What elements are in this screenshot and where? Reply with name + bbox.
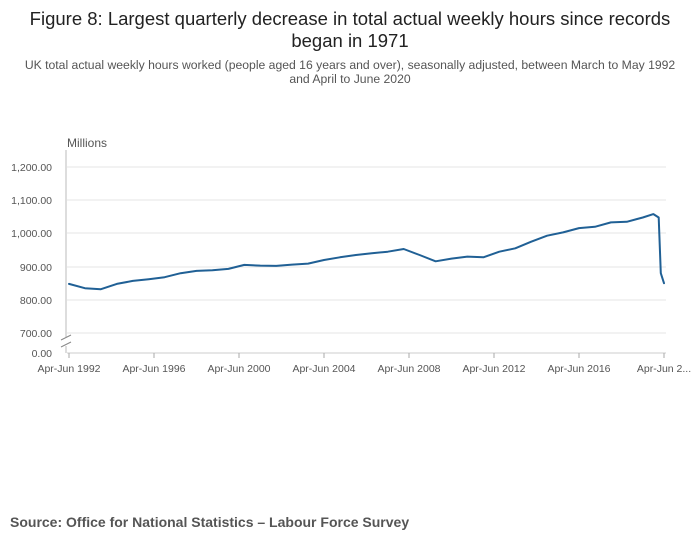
y-tick-label: 1,200.00 <box>11 162 52 174</box>
series-line-hours <box>68 213 665 291</box>
chart-title: Figure 8: Largest quarterly decrease in … <box>29 8 671 51</box>
y-tick-label: 700.00 <box>20 328 52 340</box>
x-tick-label: Apr-Jun 2... <box>637 363 691 375</box>
x-tick-label: Apr-Jun 2016 <box>547 363 610 375</box>
y-tick-label: 900.00 <box>20 262 52 274</box>
y-axis-label: Millions <box>67 136 107 150</box>
x-tick-label: Apr-Jun 2000 <box>207 363 270 375</box>
x-tick-label: Apr-Jun 2004 <box>292 363 355 375</box>
y-tick-label: 800.00 <box>20 295 52 307</box>
y-tick-label: 1,100.00 <box>11 195 52 207</box>
axis-break-mark <box>60 341 72 348</box>
y-tick-label: 1,000.00 <box>11 228 52 240</box>
source-note: Source: Office for National Statistics –… <box>10 514 410 530</box>
y-tick-label: 0.00 <box>32 348 53 360</box>
x-tick-label: Apr-Jun 1992 <box>37 363 100 375</box>
x-tick-label: Apr-Jun 1996 <box>122 363 185 375</box>
x-tick-label: Apr-Jun 2012 <box>462 363 525 375</box>
axis-break-mark <box>60 334 72 341</box>
chart-subtitle: UK total actual weekly hours worked (peo… <box>24 58 676 86</box>
x-tick-label: Apr-Jun 2008 <box>377 363 440 375</box>
